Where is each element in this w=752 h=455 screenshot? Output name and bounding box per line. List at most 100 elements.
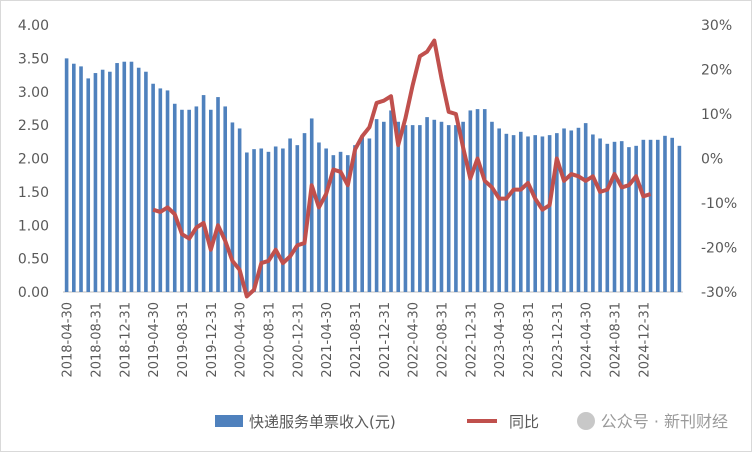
bar [482, 109, 487, 292]
x-tick-label: 2022-04-30 [407, 302, 422, 378]
bar [180, 109, 184, 293]
left-tick-label: 4.00 [18, 18, 49, 34]
x-tick-label: 2024-04-30 [580, 302, 595, 378]
bar [273, 146, 278, 292]
left-tick-label: 3.00 [18, 85, 49, 101]
bar [345, 155, 350, 292]
bar [410, 125, 415, 292]
bar [446, 125, 451, 292]
left-axis: 0.00 0.50 1.00 1.50 2.00 2.50 3.00 3.50 4.00 [18, 18, 49, 301]
bar [648, 139, 653, 292]
left-tick-label: 1.50 [18, 185, 49, 201]
x-tick-label: 2023-08-31 [522, 302, 537, 378]
bar [201, 95, 206, 293]
bar [540, 136, 545, 292]
x-tick-label: 2022-08-31 [435, 302, 450, 378]
x-tick-label: 2019-08-31 [176, 302, 191, 378]
bar [576, 127, 581, 292]
bar [641, 139, 646, 292]
bar [439, 121, 444, 292]
bar-series [64, 58, 682, 293]
x-tick-label: 2024-12-31 [637, 302, 652, 378]
bar [555, 133, 559, 292]
line-series [152, 38, 652, 299]
bar [115, 63, 119, 292]
bar [108, 71, 112, 292]
bar [79, 66, 83, 292]
bar [216, 97, 220, 292]
bar [389, 110, 393, 292]
bar [598, 138, 602, 292]
left-tick-label: 2.00 [18, 152, 49, 168]
bar [475, 109, 480, 292]
bar [583, 123, 588, 292]
x-tick-label: 2023-04-30 [493, 302, 508, 378]
bar [605, 143, 610, 292]
bar [396, 121, 401, 292]
bar [360, 135, 364, 292]
bar [338, 151, 343, 292]
left-tick-label: 0.00 [18, 285, 49, 301]
right-tick-label: 0% [701, 152, 723, 168]
bar [223, 106, 228, 292]
bar [324, 148, 328, 292]
bar [72, 63, 76, 293]
bar [288, 138, 292, 292]
bar [612, 141, 617, 292]
bar [187, 109, 191, 293]
x-tick-label: 2020-08-31 [262, 302, 277, 378]
x-tick-label: 2020-04-30 [234, 302, 249, 378]
x-tick-label: 2021-12-31 [378, 302, 393, 378]
bar [403, 125, 408, 292]
bar [317, 142, 321, 292]
watermark: 公众号 · 新刊财经 [576, 408, 728, 432]
bar [353, 145, 357, 292]
bar [331, 155, 336, 292]
x-tick-label: 2024-08-31 [609, 302, 624, 378]
x-tick-label: 2020-12-31 [291, 302, 306, 378]
right-tick-label: 10% [701, 107, 732, 123]
bar [194, 106, 199, 292]
x-tick-label: 2022-12-31 [464, 302, 479, 378]
bar [309, 118, 314, 292]
bar [526, 136, 530, 292]
bar [382, 121, 386, 292]
right-tick-label: -20% [701, 241, 737, 257]
bar [266, 151, 271, 292]
bar [454, 125, 458, 292]
bar [432, 119, 437, 292]
watermark-text: 公众号 · 新刊财经 [600, 412, 728, 431]
bar [136, 67, 141, 292]
bar [64, 58, 69, 292]
bar [252, 149, 256, 292]
x-tick-label: 2018-08-31 [89, 302, 104, 378]
bar [518, 131, 523, 292]
bar [533, 135, 538, 292]
bar [670, 137, 674, 292]
bar [634, 145, 638, 292]
bar [302, 133, 307, 292]
bar [158, 88, 163, 292]
legend: 快递服务单票收入(元) 同比 [215, 413, 539, 431]
right-tick-label: 20% [701, 63, 732, 79]
bar [490, 121, 494, 292]
x-tick-label: 2023-12-31 [551, 302, 566, 378]
bar [418, 125, 422, 292]
bar [100, 69, 105, 292]
bar [245, 152, 249, 292]
bar [425, 117, 429, 293]
right-axis: -30% -20% -10% 0% 10% 20% 30% [701, 18, 737, 301]
bar [259, 148, 264, 292]
bar [655, 139, 660, 292]
wechat-icon [576, 412, 595, 430]
right-tick-label: 30% [701, 18, 732, 34]
left-tick-label: 0.50 [18, 252, 49, 268]
bar [374, 119, 379, 293]
x-tick-label: 2019-04-30 [147, 302, 162, 378]
x-tick-label: 2018-12-31 [118, 302, 133, 378]
bar [591, 134, 595, 292]
bar [281, 148, 285, 292]
legend-bar-label: 快递服务单票收入(元) [249, 413, 396, 431]
bar [295, 145, 300, 292]
